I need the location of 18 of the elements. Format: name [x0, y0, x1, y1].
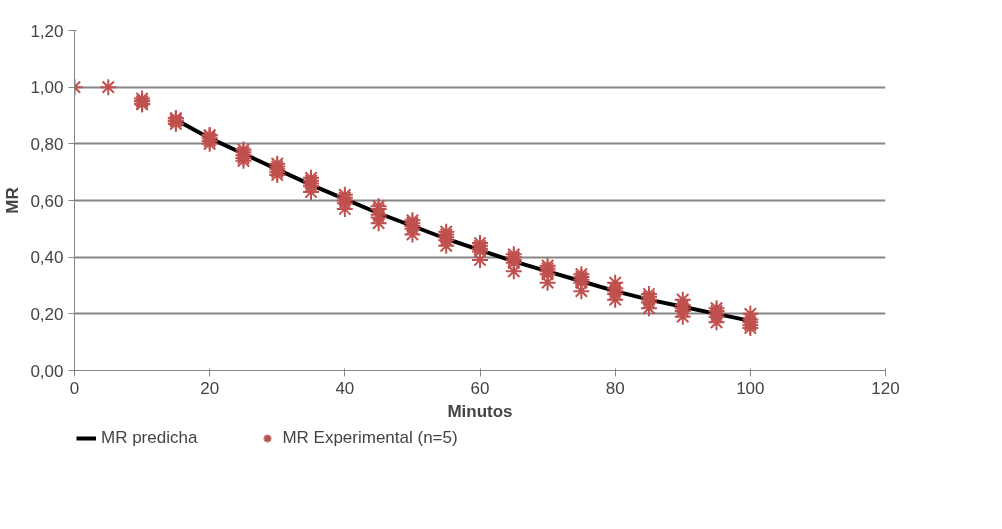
y-tick-label: 0,00: [30, 361, 64, 381]
x-tick-label: 20: [200, 378, 220, 398]
x-tick-label: 0: [69, 378, 80, 398]
y-tick-label: 1,00: [30, 78, 64, 98]
x-tick-label: 100: [736, 378, 765, 398]
x-tick-label: 60: [470, 378, 490, 398]
x-axis-title: Minutos: [447, 401, 513, 421]
legend-label: MR Experimental (n=5): [282, 428, 458, 448]
x-tick-label: 120: [871, 378, 900, 398]
y-tick-label: 1,20: [30, 21, 64, 41]
x-tick-label: 80: [605, 378, 625, 398]
y-tick-label: 0,60: [30, 191, 64, 211]
y-tick-label: 0,80: [30, 134, 64, 154]
y-tick-label: 0,40: [30, 248, 64, 268]
legend-label: MR predicha: [101, 428, 198, 448]
y-tick-label: 0,20: [30, 304, 64, 324]
y-axis-title: MR: [3, 187, 23, 214]
x-tick-label: 40: [335, 378, 355, 398]
